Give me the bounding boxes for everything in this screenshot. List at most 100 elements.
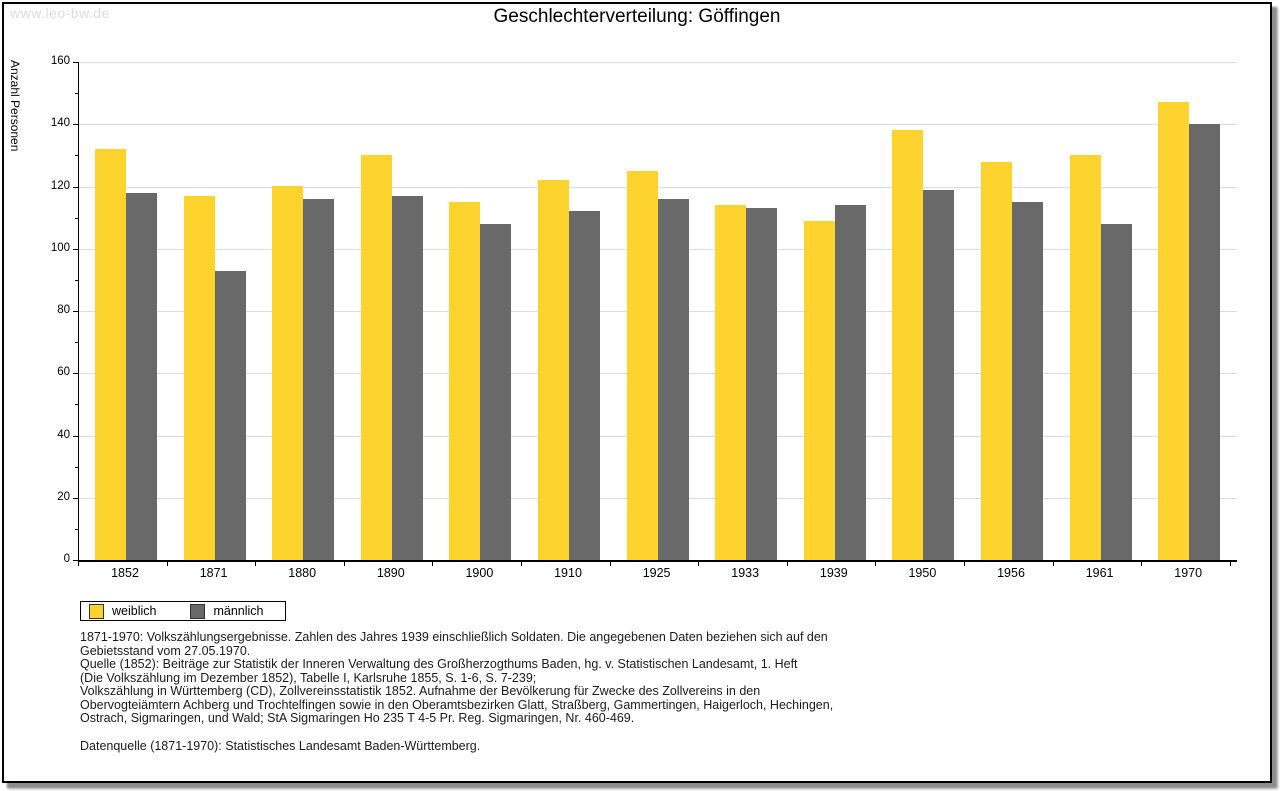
footer-line: Volkszählung in Württemberg (CD), Zollve… (80, 684, 761, 698)
legend-label-weiblich: weiblich (112, 604, 157, 618)
x-boundary-tick (344, 562, 345, 566)
bar-maennlich (126, 193, 157, 560)
y-minor-tick (75, 155, 78, 157)
x-boundary-tick (698, 562, 699, 566)
plot-area (78, 62, 1237, 562)
y-minor-tick (75, 279, 78, 281)
y-tick-label: 20 (57, 490, 70, 503)
x-tick-label: 1933 (731, 566, 760, 580)
x-boundary-tick (521, 562, 522, 566)
bar-maennlich (214, 271, 246, 560)
y-major-tick (73, 186, 78, 188)
x-tick-label: 1961 (1085, 566, 1114, 580)
footer-line: Ostrach, Sigmaringen, und Wald; StA Sigm… (80, 711, 635, 725)
footer-line: 1871-1970: Volkszählungsergebnisse. Zahl… (80, 630, 828, 644)
bar-weiblich (803, 221, 835, 560)
x-tick-label: 1970 (1174, 566, 1203, 580)
x-tick-label: 1852 (111, 566, 139, 580)
y-tick-label: 0 (63, 553, 70, 565)
bar-weiblich (538, 180, 569, 560)
bar-weiblich (715, 205, 747, 560)
bar-maennlich (480, 224, 512, 560)
watermark-leo-bw: www.leo-bw.de (10, 5, 110, 21)
x-boundary-tick (787, 562, 788, 566)
y-axis-label: Anzahl Personen (8, 60, 22, 152)
bar-weiblich (449, 202, 481, 560)
bar-weiblich (892, 130, 924, 560)
y-major-tick (73, 124, 78, 126)
y-major-tick (73, 62, 78, 63)
x-boundary-tick (964, 562, 965, 566)
y-minor-tick (75, 404, 78, 406)
bar-weiblich (183, 196, 215, 560)
bar-maennlich (391, 196, 423, 560)
bar-weiblich (981, 162, 1012, 560)
x-boundary-tick (255, 562, 256, 566)
y-tick-label: 100 (50, 241, 70, 254)
y-major-tick (73, 248, 78, 250)
x-tick-label: 1939 (819, 566, 848, 580)
gridline (79, 186, 1237, 188)
legend-label-maennlich: männlich (213, 604, 264, 618)
y-tick-label: 120 (50, 179, 70, 192)
gridline (79, 124, 1237, 126)
y-minor-tick (75, 528, 78, 530)
y-major-tick (73, 311, 78, 312)
bar-maennlich (1012, 202, 1043, 560)
x-boundary-tick (1230, 562, 1231, 566)
bar-weiblich (626, 171, 658, 560)
legend: weiblich männlich (80, 601, 286, 621)
x-tick-label: 1900 (465, 566, 494, 580)
x-boundary-tick (78, 562, 79, 566)
bar-maennlich (746, 208, 778, 560)
bar-weiblich (360, 155, 392, 560)
y-major-tick (73, 435, 78, 437)
x-boundary-tick (1053, 562, 1054, 566)
y-major-tick (73, 373, 78, 375)
x-tick-label: 1880 (288, 566, 317, 580)
x-boundary-tick (167, 562, 168, 566)
y-major-tick (73, 497, 78, 499)
x-boundary-tick (875, 562, 876, 566)
y-tick-label: 140 (50, 117, 70, 130)
y-minor-tick (75, 217, 78, 219)
x-tick-label: 1950 (908, 566, 937, 580)
x-tick-label: 1871 (199, 566, 228, 580)
x-boundary-tick (610, 562, 611, 566)
y-tick-label: 80 (57, 304, 70, 316)
x-tick-label: 1910 (554, 566, 582, 580)
footer-line: (Die Volkszählung im Dezember 1852), Tab… (80, 670, 537, 685)
footer-line: Gebietsstand vom 27.05.1970. (80, 643, 251, 658)
bar-maennlich (834, 205, 866, 560)
bar-weiblich (95, 149, 126, 560)
bar-maennlich (1189, 124, 1221, 560)
y-major-tick (73, 560, 78, 561)
chart-title: Geschlechterverteilung: Göffingen (493, 6, 781, 27)
bar-maennlich (569, 211, 600, 560)
bar-maennlich (303, 199, 335, 560)
bar-weiblich (1158, 102, 1190, 560)
y-tick-label: 160 (50, 55, 70, 67)
legend-swatch-weiblich (89, 603, 104, 619)
y-minor-tick (75, 342, 78, 344)
y-minor-tick (75, 93, 78, 95)
x-tick-label: 1890 (376, 566, 405, 580)
footer-datenquelle: Datenquelle (1871-1970): Statistisches L… (80, 738, 481, 753)
y-tick-label: 60 (57, 366, 70, 379)
y-minor-tick (75, 466, 78, 468)
x-tick-label: 1925 (642, 566, 671, 580)
footer-line: Quelle (1852): Beiträge zur Statistik de… (80, 657, 798, 671)
bar-maennlich (657, 199, 689, 560)
footer-notes: 1871-1970: Volkszählungsergebnisse. Zahl… (80, 630, 1220, 753)
legend-swatch-maennlich (190, 603, 206, 619)
gridline (79, 62, 1237, 63)
bar-maennlich (1100, 224, 1132, 560)
x-boundary-tick (1141, 562, 1142, 566)
bar-maennlich (923, 190, 955, 560)
x-boundary-tick (432, 562, 433, 566)
bar-weiblich (1069, 155, 1101, 560)
footer-line: Obervogteiämtern Achberg und Trochtelfin… (80, 697, 834, 712)
x-tick-label: 1956 (997, 566, 1025, 580)
y-tick-label: 40 (57, 428, 70, 441)
chart-frame: www.leo-bw.de Geschlechterverteilung: Gö… (2, 2, 1272, 783)
